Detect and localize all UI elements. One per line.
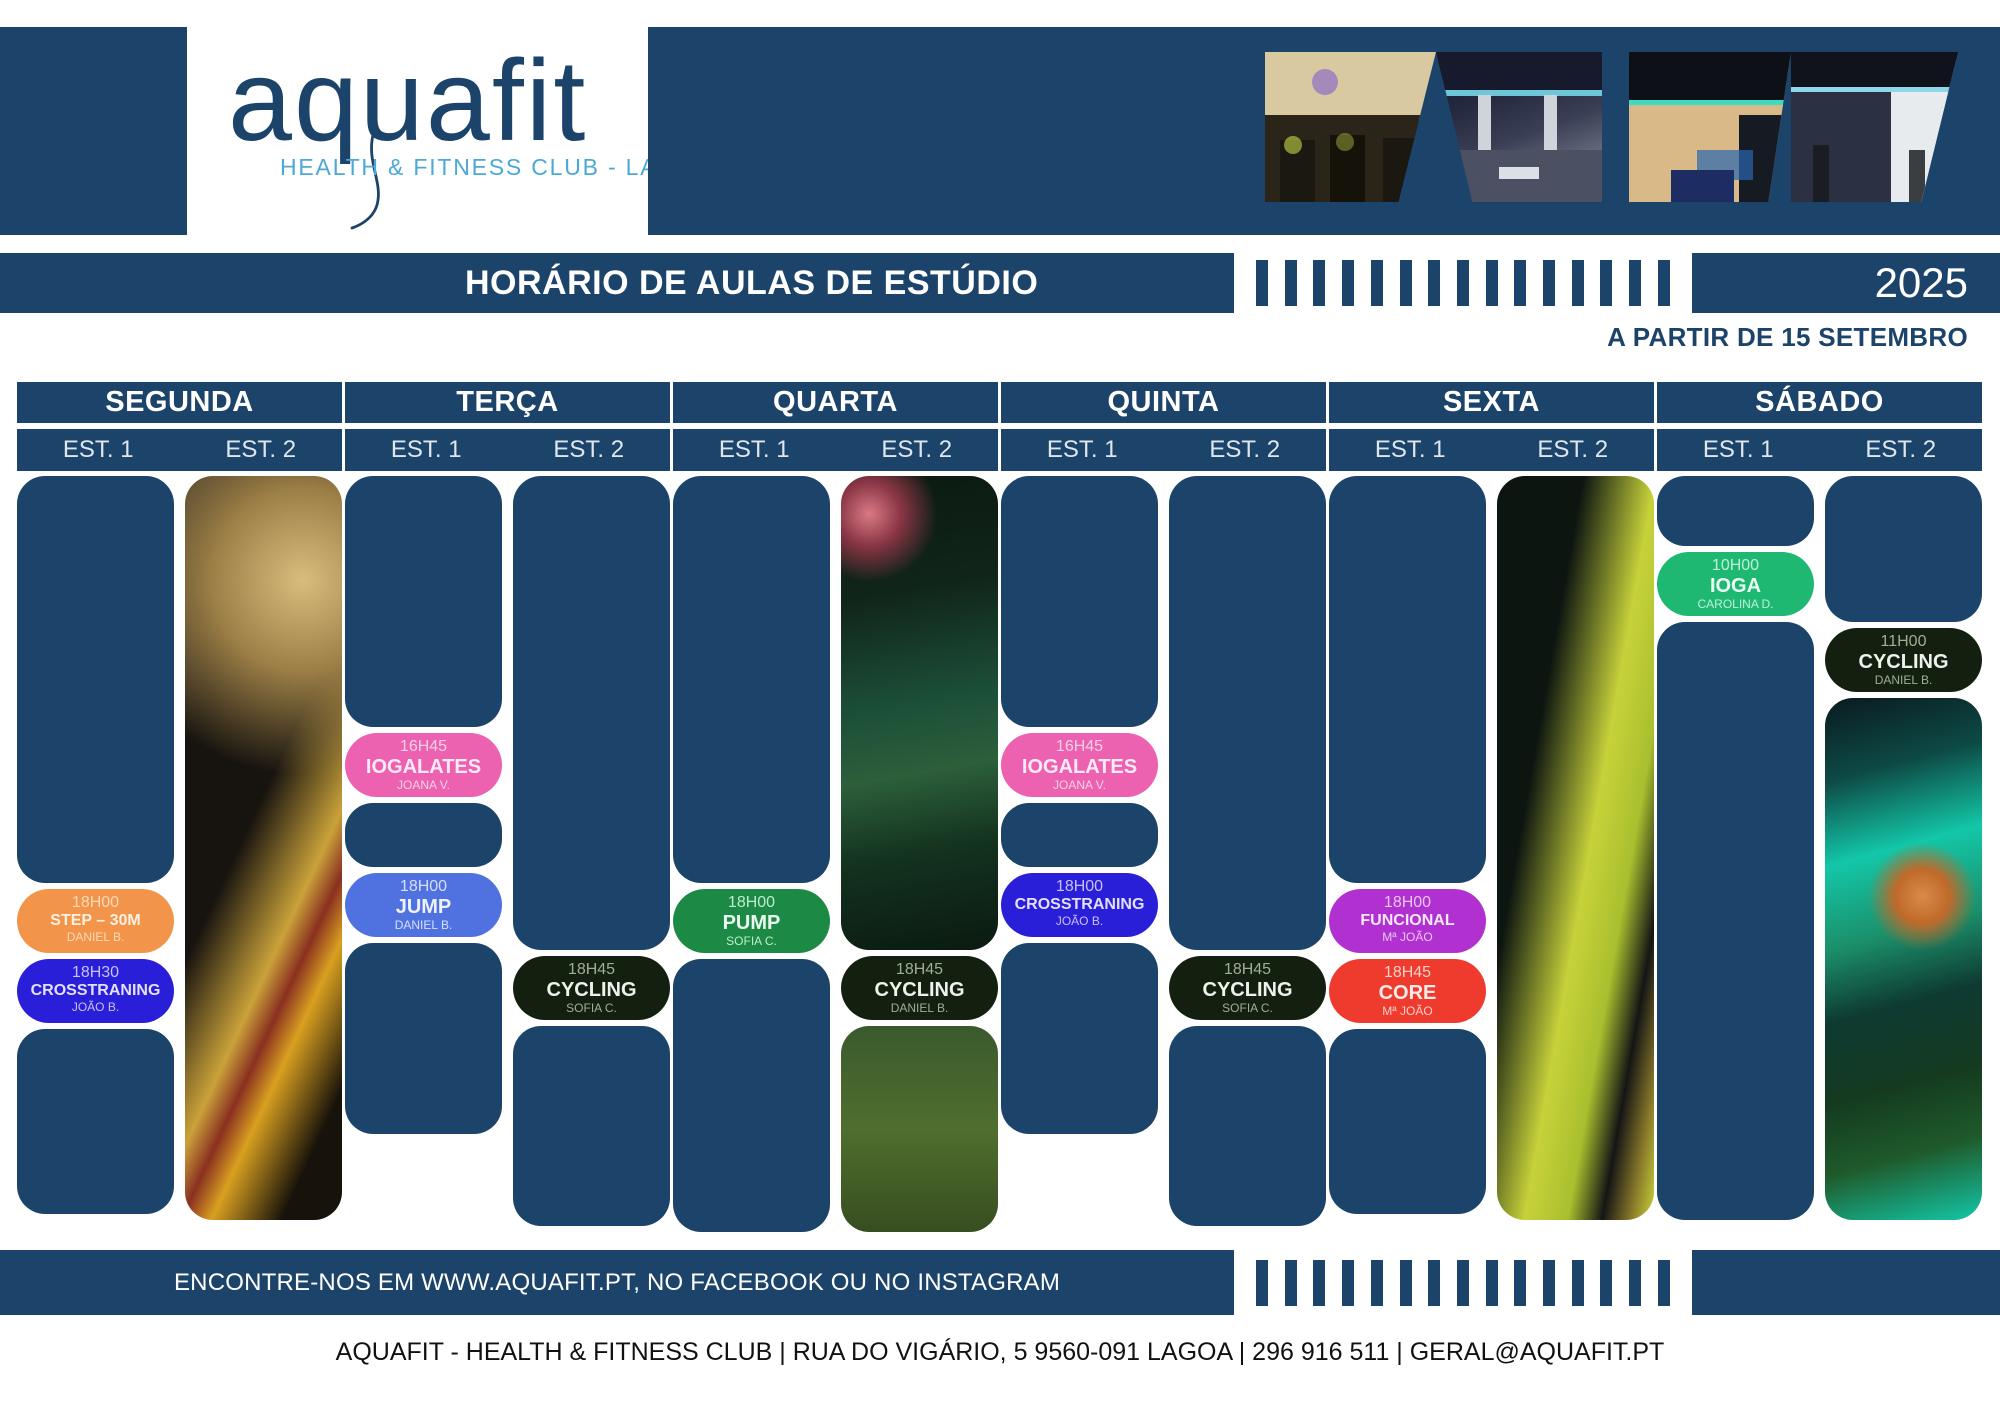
- svg-text:aquafit: aquafit: [228, 40, 587, 165]
